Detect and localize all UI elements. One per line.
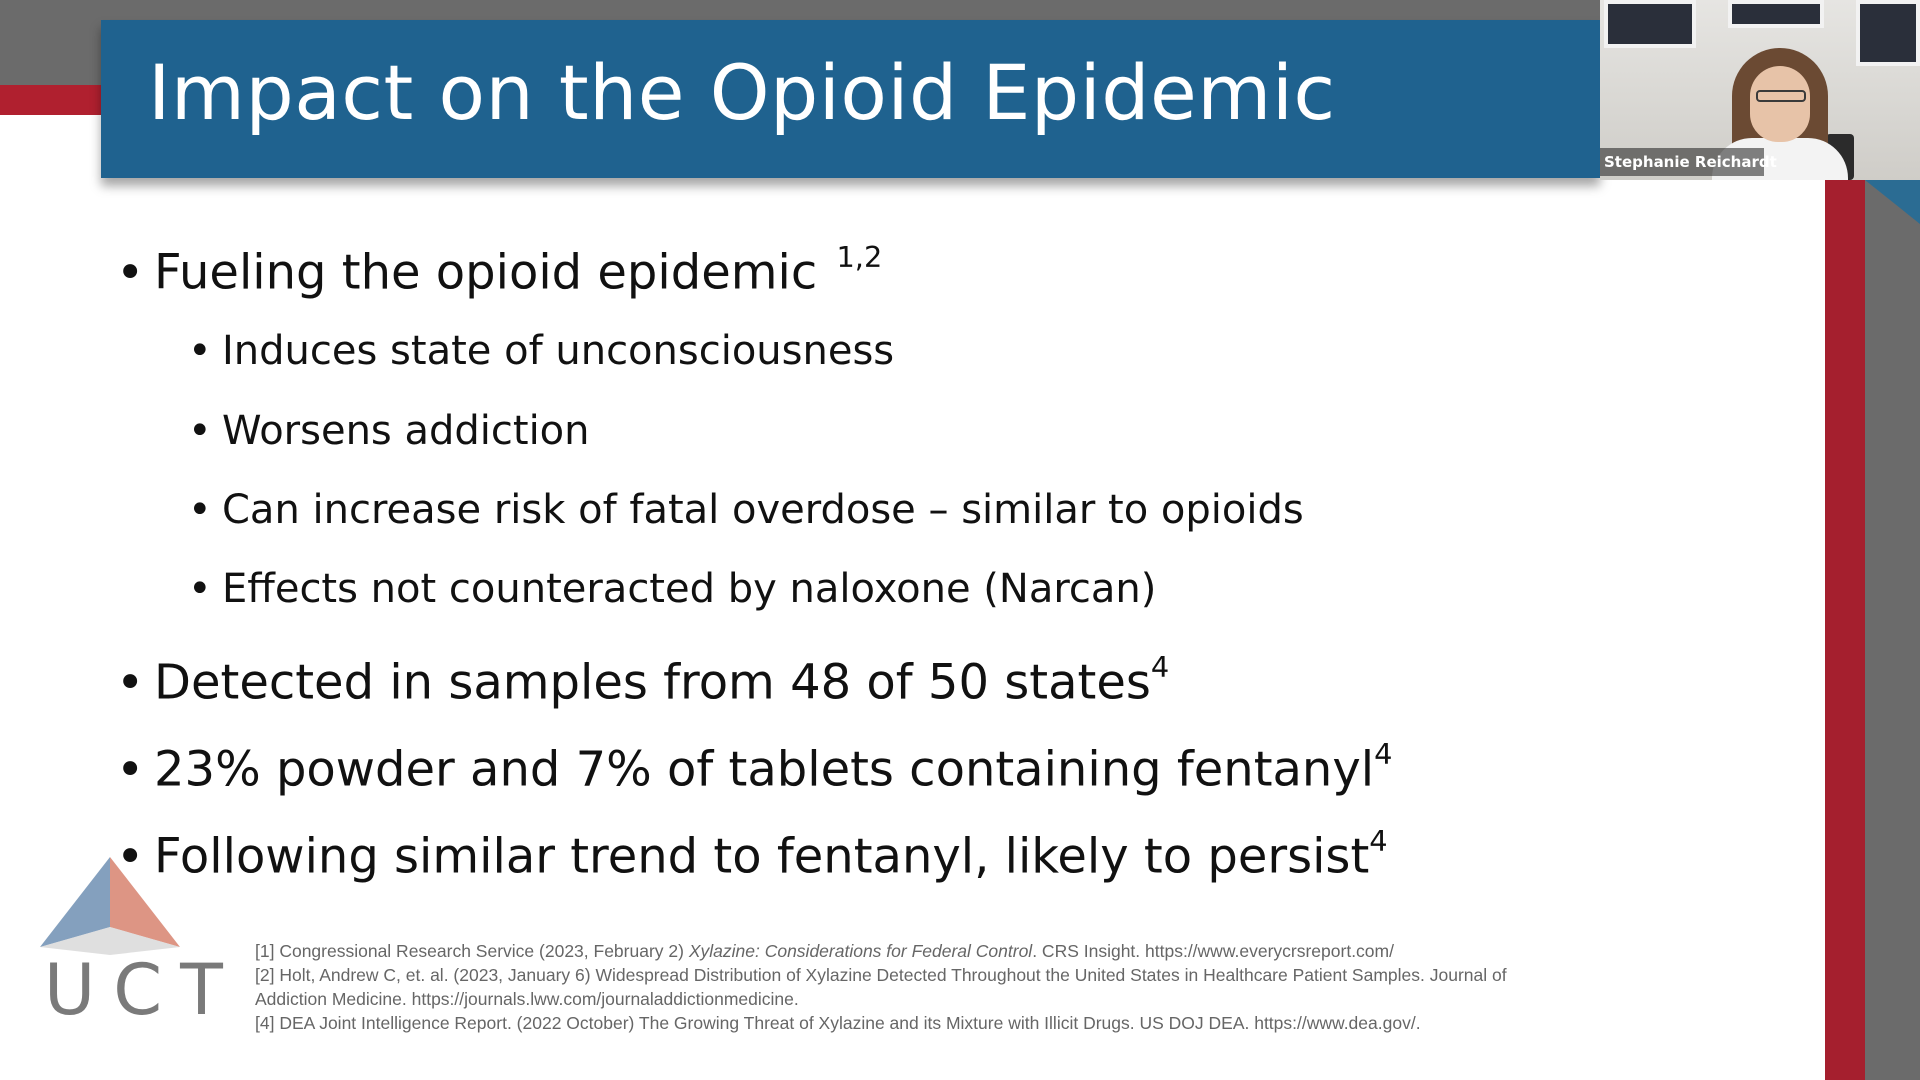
bullet-text: Can increase risk of fatal overdose – si… — [222, 487, 1304, 533]
wall-picture-frame — [1728, 0, 1824, 28]
sub-bullet-unconsciousness: • Induces state of unconsciousness — [188, 328, 894, 374]
uct-logo: UCT — [40, 855, 223, 1035]
bullet-dot: • — [116, 244, 145, 301]
bullet-dot: • — [188, 487, 212, 533]
bullet-text: 23% powder and 7% of tablets containing … — [154, 741, 1375, 798]
wall-picture-frame — [1856, 0, 1920, 66]
citation-superscript: 4 — [1369, 824, 1388, 858]
bullet-dot: • — [188, 408, 212, 454]
uct-logo-text: UCT — [44, 949, 241, 1031]
speaker-face — [1750, 66, 1810, 142]
bullet-fentanyl-percentages: • 23% powder and 7% of tablets containing… — [116, 737, 1392, 798]
sub-bullet-addiction: • Worsens addiction — [188, 408, 590, 454]
frame-top-border — [0, 0, 1920, 20]
reference-4: [4] DEA Joint Intelligence Report. (2022… — [255, 1013, 1421, 1033]
wall-picture-frame — [1604, 0, 1696, 48]
reference-1-title: Xylazine: Considerations for Federal Con… — [688, 941, 1033, 961]
bullet-text: Effects not counteracted by naloxone (Na… — [222, 566, 1157, 612]
participant-name-label: Stephanie Reichardt — [1600, 148, 1777, 176]
webcam-video-tile[interactable]: Stephanie Reichardt — [1600, 0, 1920, 180]
reference-1-prefix: [1] Congressional Research Service (2023… — [255, 941, 689, 961]
bullet-dot: • — [188, 328, 212, 374]
bullet-detected-states: • Detected in samples from 48 of 50 state… — [116, 650, 1169, 711]
citation-superscript: 4 — [1374, 737, 1393, 771]
citation-superscript: 1,2 — [836, 240, 883, 274]
references-block: [1] Congressional Research Service (2023… — [255, 939, 1595, 1035]
bullet-fueling-epidemic: • Fueling the opioid epidemic 1,2 — [116, 240, 882, 301]
speaker-glasses — [1756, 90, 1806, 102]
slide-title-bar: Impact on the Opioid Epidemic — [101, 20, 1600, 178]
reference-1-suffix: . CRS Insight. https://www.everycrsrepor… — [1032, 941, 1394, 961]
reference-2-line-1: [2] Holt, Andrew C, et. al. (2023, Janua… — [255, 965, 1507, 985]
bullet-dot: • — [188, 566, 212, 612]
bullet-text: Following similar trend to fentanyl, lik… — [154, 828, 1370, 885]
sub-bullet-overdose-risk: • Can increase risk of fatal overdose – s… — [188, 487, 1304, 533]
bullet-similar-trend: • Following similar trend to fentanyl, li… — [116, 824, 1388, 885]
bullet-text: Detected in samples from 48 of 50 states — [154, 654, 1151, 711]
reference-2-line-2: Addiction Medicine. https://journals.lww… — [255, 989, 799, 1009]
slide-title: Impact on the Opioid Epidemic — [148, 48, 1336, 137]
frame-left-border — [0, 0, 101, 85]
bullet-text: Worsens addiction — [222, 408, 590, 454]
sub-bullet-naloxone: • Effects not counteracted by naloxone (N… — [188, 566, 1156, 612]
bullet-text: Induces state of unconsciousness — [222, 328, 895, 374]
uct-logo-mark-icon — [40, 857, 180, 955]
bullet-dot: • — [116, 654, 145, 711]
citation-superscript: 4 — [1150, 650, 1170, 684]
bullet-text: Fueling the opioid epidemic — [154, 244, 818, 301]
frame-right-border — [1865, 180, 1920, 1080]
reference-1: [1] Congressional Research Service (2023… — [255, 939, 1595, 963]
accent-red-stripe-left — [0, 85, 101, 115]
accent-red-stripe-right — [1825, 180, 1865, 1080]
bullet-dot: • — [116, 741, 145, 798]
accent-teal-corner — [1865, 180, 1920, 224]
